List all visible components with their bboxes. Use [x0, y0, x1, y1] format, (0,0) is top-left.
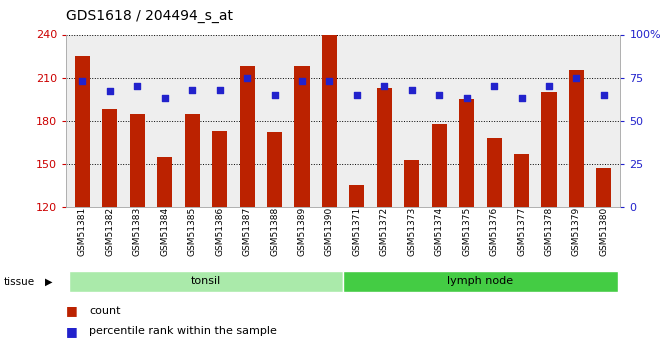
Text: GSM51386: GSM51386 [215, 207, 224, 256]
Point [516, 96, 527, 101]
Text: ■: ■ [66, 304, 78, 317]
Point [324, 78, 335, 84]
Text: GSM51377: GSM51377 [517, 207, 526, 256]
Bar [75, 56, 90, 207]
Bar [157, 157, 172, 207]
Point [379, 83, 389, 89]
Bar [459, 99, 475, 207]
Bar [102, 109, 117, 207]
Text: GSM51389: GSM51389 [298, 207, 306, 256]
Bar [597, 168, 611, 207]
Point [160, 96, 170, 101]
Text: GSM51388: GSM51388 [270, 207, 279, 256]
Text: GSM51382: GSM51382 [106, 207, 114, 256]
Point [242, 75, 252, 80]
Bar [486, 138, 502, 207]
Text: GSM51385: GSM51385 [187, 207, 197, 256]
Bar [267, 132, 282, 207]
Bar [432, 124, 447, 207]
Point [269, 92, 280, 98]
Point [297, 78, 308, 84]
Text: tissue: tissue [3, 277, 34, 287]
Text: GSM51379: GSM51379 [572, 207, 581, 256]
Text: tonsil: tonsil [191, 276, 221, 286]
Text: GSM51380: GSM51380 [599, 207, 609, 256]
Bar [541, 92, 556, 207]
Point [105, 89, 115, 94]
Point [489, 83, 500, 89]
Text: percentile rank within the sample: percentile rank within the sample [89, 326, 277, 336]
Text: GSM51390: GSM51390 [325, 207, 334, 256]
Bar [405, 159, 419, 207]
Point [77, 78, 88, 84]
Point [434, 92, 445, 98]
Bar [69, 271, 343, 292]
Point [132, 83, 143, 89]
Bar [240, 66, 255, 207]
Bar [322, 34, 337, 207]
Bar [514, 154, 529, 207]
Text: GSM51376: GSM51376 [490, 207, 499, 256]
Text: GSM51375: GSM51375 [462, 207, 471, 256]
Bar [377, 88, 392, 207]
Text: lymph node: lymph node [447, 276, 513, 286]
Bar [343, 271, 618, 292]
Text: GSM51378: GSM51378 [544, 207, 554, 256]
Bar [349, 186, 364, 207]
Text: GSM51374: GSM51374 [435, 207, 444, 256]
Text: GSM51371: GSM51371 [352, 207, 362, 256]
Point [571, 75, 581, 80]
Bar [185, 114, 200, 207]
Point [544, 83, 554, 89]
Text: GSM51373: GSM51373 [407, 207, 416, 256]
Point [352, 92, 362, 98]
Text: ▶: ▶ [45, 277, 52, 287]
Bar [569, 70, 584, 207]
Bar [212, 131, 227, 207]
Text: GSM51387: GSM51387 [243, 207, 251, 256]
Text: ■: ■ [66, 325, 78, 338]
Point [599, 92, 609, 98]
Bar [130, 114, 145, 207]
Point [461, 96, 472, 101]
Text: count: count [89, 306, 121, 315]
Text: GSM51372: GSM51372 [380, 207, 389, 256]
Bar [294, 66, 310, 207]
Text: GSM51384: GSM51384 [160, 207, 170, 256]
Text: GSM51383: GSM51383 [133, 207, 142, 256]
Point [187, 87, 197, 92]
Point [407, 87, 417, 92]
Text: GDS1618 / 204494_s_at: GDS1618 / 204494_s_at [66, 9, 233, 23]
Text: GSM51381: GSM51381 [78, 207, 87, 256]
Point [214, 87, 225, 92]
